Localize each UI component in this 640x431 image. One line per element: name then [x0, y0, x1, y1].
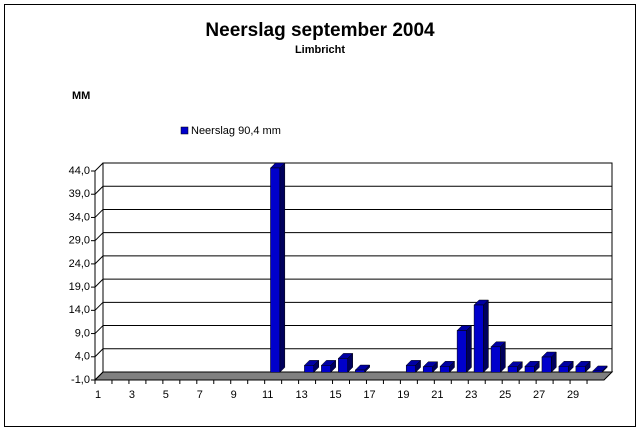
bar: [575, 366, 586, 373]
grid-line: [94, 348, 104, 358]
grid-line: [94, 185, 104, 195]
grid-line: [94, 232, 104, 242]
y-axis-label: MM: [72, 90, 90, 102]
bar-side: [466, 324, 472, 373]
legend: Neerslag 90,4 mm: [180, 125, 281, 137]
bar: [456, 330, 467, 373]
bar: [558, 366, 569, 373]
bar: [490, 346, 501, 373]
bar: [270, 167, 281, 373]
x-tick-label: 21: [431, 389, 443, 401]
y-tick-label: 44,0: [69, 165, 90, 177]
plot-back-wall: [102, 162, 613, 373]
bar-side: [483, 299, 489, 373]
bar: [338, 358, 348, 373]
chart-title: Neerslag september 2004: [205, 20, 435, 41]
y-tick-label: 14,0: [69, 304, 90, 316]
y-tick-label: 34,0: [69, 211, 90, 223]
y-tick-label: 4,0: [75, 351, 90, 363]
x-tick-label: 17: [363, 389, 375, 401]
x-tick-label: 3: [129, 389, 135, 401]
bar: [304, 365, 314, 373]
grid-line: [94, 255, 104, 265]
legend-swatch: [180, 126, 189, 135]
grid-line: [94, 371, 104, 381]
x-tick-label: 7: [197, 389, 203, 401]
bar: [439, 366, 450, 373]
x-tick-label: 27: [533, 389, 545, 401]
bar: [541, 356, 552, 373]
x-tick-label: 25: [499, 389, 511, 401]
plot-floor: [93, 371, 614, 381]
bar: [524, 366, 535, 373]
grid-line: [94, 209, 104, 218]
y-tick-label: 24,0: [69, 258, 90, 270]
bar: [473, 304, 484, 373]
x-tick-label: 19: [397, 389, 409, 401]
bar: [355, 369, 365, 373]
grid-line: [94, 325, 104, 334]
grid-line: [94, 162, 104, 172]
bar: [321, 365, 331, 373]
y-tick-label: -1,0: [71, 374, 90, 386]
grid-line: [94, 278, 104, 288]
y-tick-label: 9,0: [75, 327, 90, 339]
x-tick-label: 13: [295, 389, 307, 401]
x-tick-label: 15: [329, 389, 341, 401]
x-tick-label: 23: [465, 389, 477, 401]
bar: [405, 365, 416, 373]
grid-line: [94, 301, 104, 311]
bar-side: [279, 162, 286, 373]
x-tick-label: 11: [262, 389, 273, 401]
x-tick-label: 1: [95, 389, 101, 401]
bar: [592, 370, 603, 373]
y-tick-label: 39,0: [69, 188, 90, 200]
chart-subtitle: Limbricht: [295, 44, 345, 56]
x-tick-label: 9: [231, 389, 237, 401]
bar: [507, 366, 518, 373]
y-tick-label: 19,0: [69, 281, 90, 293]
legend-label: Neerslag 90,4 mm: [191, 125, 281, 137]
bar: [422, 366, 433, 373]
x-tick-label: 5: [163, 389, 169, 401]
y-tick-label: 29,0: [69, 235, 90, 247]
x-tick-label: 29: [567, 389, 579, 401]
